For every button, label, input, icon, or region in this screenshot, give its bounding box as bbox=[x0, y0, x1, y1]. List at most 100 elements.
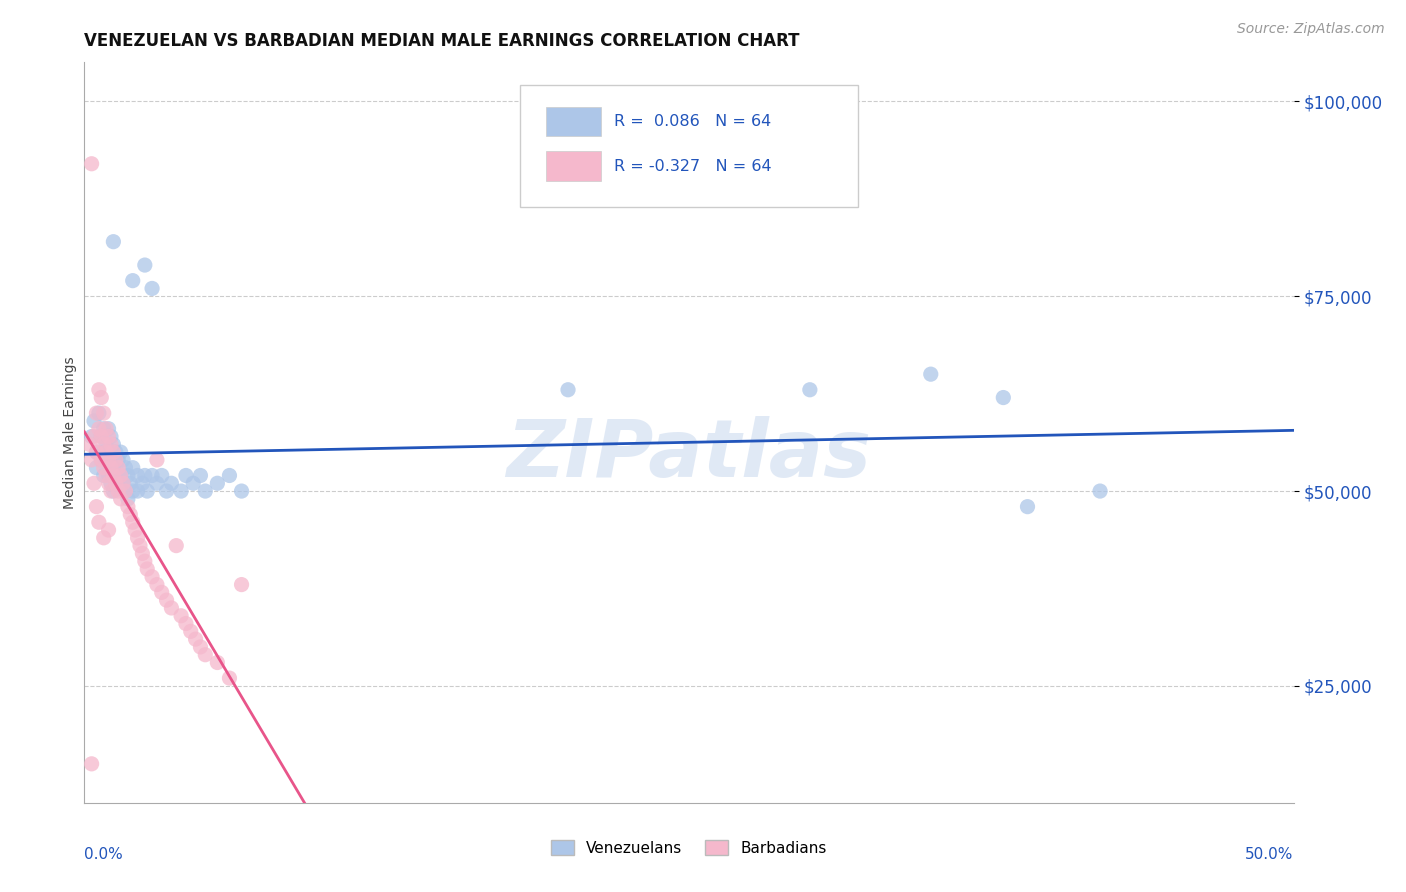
Point bbox=[112, 476, 135, 491]
Point bbox=[120, 508, 142, 522]
Point bbox=[107, 476, 129, 491]
Point bbox=[121, 515, 143, 529]
Text: 0.0%: 0.0% bbox=[84, 847, 124, 863]
Point bbox=[121, 460, 143, 475]
Point bbox=[104, 468, 127, 483]
Point bbox=[97, 476, 120, 491]
Point bbox=[94, 445, 117, 459]
Point bbox=[141, 468, 163, 483]
Point bbox=[103, 445, 125, 459]
Point bbox=[134, 554, 156, 568]
Point bbox=[80, 157, 103, 171]
Point bbox=[146, 453, 169, 467]
Point bbox=[83, 429, 105, 443]
Point bbox=[100, 437, 122, 451]
Point bbox=[190, 468, 212, 483]
Point bbox=[80, 756, 103, 771]
Point bbox=[207, 476, 229, 491]
Point bbox=[94, 437, 117, 451]
Point bbox=[1088, 484, 1111, 499]
Point bbox=[150, 468, 173, 483]
Text: VENEZUELAN VS BARBADIAN MEDIAN MALE EARNINGS CORRELATION CHART: VENEZUELAN VS BARBADIAN MEDIAN MALE EARN… bbox=[84, 32, 800, 50]
Point bbox=[155, 484, 177, 499]
Y-axis label: Median Male Earnings: Median Male Earnings bbox=[63, 356, 77, 509]
Point bbox=[165, 539, 187, 553]
Point bbox=[231, 577, 253, 591]
Point bbox=[93, 437, 115, 451]
Point bbox=[146, 577, 169, 591]
Point bbox=[141, 281, 163, 295]
Point bbox=[93, 468, 115, 483]
Point bbox=[86, 406, 108, 420]
Point bbox=[150, 585, 173, 599]
Point bbox=[103, 468, 125, 483]
Point bbox=[100, 429, 122, 443]
Point bbox=[136, 484, 159, 499]
Point bbox=[103, 484, 125, 499]
Point bbox=[117, 500, 139, 514]
Point bbox=[103, 460, 125, 475]
Point bbox=[86, 445, 108, 459]
Point bbox=[93, 531, 115, 545]
Point bbox=[110, 468, 132, 483]
FancyBboxPatch shape bbox=[547, 152, 600, 181]
Point bbox=[83, 414, 105, 428]
Text: R = -0.327   N = 64: R = -0.327 N = 64 bbox=[614, 159, 772, 174]
Text: 50.0%: 50.0% bbox=[1246, 847, 1294, 863]
Point bbox=[127, 531, 149, 545]
Point bbox=[97, 429, 120, 443]
Point bbox=[83, 476, 105, 491]
Point bbox=[194, 484, 217, 499]
Point bbox=[90, 453, 112, 467]
Point bbox=[134, 258, 156, 272]
Point bbox=[100, 476, 122, 491]
Point bbox=[90, 453, 112, 467]
Point bbox=[160, 601, 183, 615]
Point bbox=[107, 460, 129, 475]
Point bbox=[94, 422, 117, 436]
Point bbox=[174, 468, 197, 483]
Point bbox=[87, 422, 110, 436]
Point bbox=[114, 484, 136, 499]
Point bbox=[194, 648, 217, 662]
Point bbox=[86, 445, 108, 459]
Point bbox=[90, 429, 112, 443]
Point bbox=[117, 491, 139, 506]
Point bbox=[160, 476, 183, 491]
Point bbox=[231, 484, 253, 499]
Point bbox=[170, 484, 193, 499]
Point bbox=[1017, 500, 1039, 514]
Point bbox=[97, 445, 120, 459]
Point bbox=[114, 484, 136, 499]
Point bbox=[80, 429, 103, 443]
Point bbox=[87, 383, 110, 397]
Point bbox=[110, 491, 132, 506]
Point bbox=[146, 476, 169, 491]
Point bbox=[87, 515, 110, 529]
Point bbox=[80, 453, 103, 467]
Point bbox=[134, 468, 156, 483]
Point bbox=[100, 460, 122, 475]
Point bbox=[207, 656, 229, 670]
Point bbox=[100, 484, 122, 499]
Point bbox=[114, 460, 136, 475]
Point bbox=[112, 476, 135, 491]
Point bbox=[93, 406, 115, 420]
Point bbox=[87, 406, 110, 420]
Text: ZIPatlas: ZIPatlas bbox=[506, 416, 872, 494]
Point bbox=[184, 632, 207, 647]
Point bbox=[993, 391, 1015, 405]
Point bbox=[94, 468, 117, 483]
Text: Source: ZipAtlas.com: Source: ZipAtlas.com bbox=[1237, 22, 1385, 37]
Point bbox=[127, 484, 149, 499]
Point bbox=[174, 616, 197, 631]
Point bbox=[107, 453, 129, 467]
Point bbox=[104, 476, 127, 491]
Point bbox=[77, 437, 100, 451]
Point bbox=[120, 476, 142, 491]
Point bbox=[131, 476, 153, 491]
Point bbox=[136, 562, 159, 576]
Point bbox=[110, 468, 132, 483]
Point bbox=[180, 624, 202, 639]
Point bbox=[93, 460, 115, 475]
